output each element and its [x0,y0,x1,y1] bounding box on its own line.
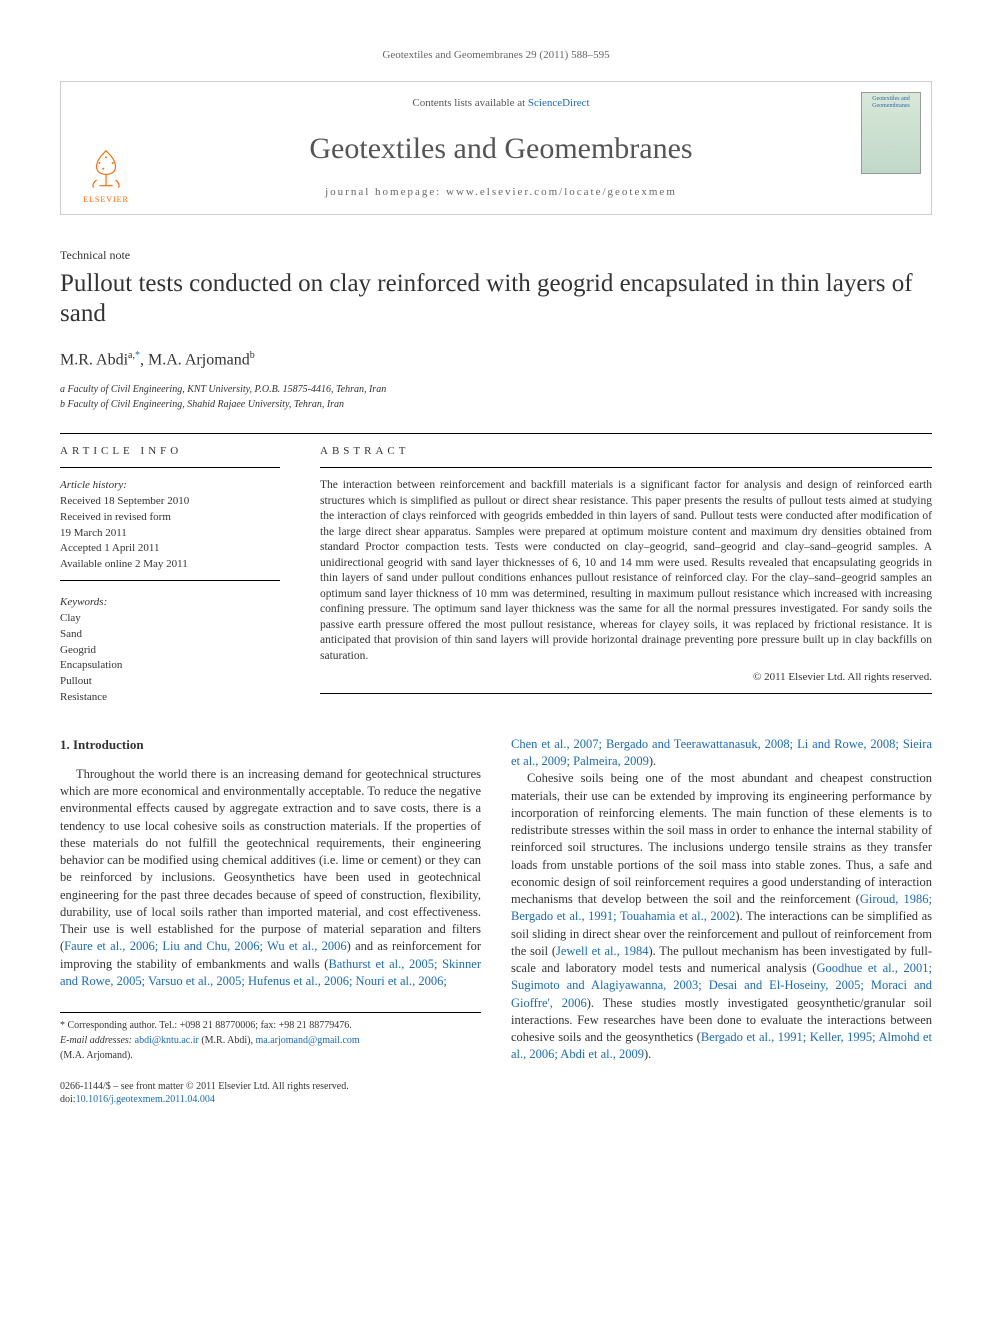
contents-prefix: Contents lists available at [412,97,527,109]
front-matter-line: 0266-1144/$ – see front matter © 2011 El… [60,1080,932,1094]
body-columns: 1. Introduction Throughout the world the… [60,736,932,1064]
abstract-rule [320,693,932,694]
corresponding-footnote: * Corresponding author. Tel.: +098 21 88… [60,1019,481,1033]
keyword: Geogrid [60,643,280,658]
email-link-2[interactable]: ma.arjomand@gmail.com [256,1035,360,1046]
history-rule [60,580,280,581]
publisher-name: ELSEVIER [83,195,129,206]
affiliation-b: b Faculty of Civil Engineering, Shahid R… [60,398,932,412]
homepage-url[interactable]: www.elsevier.com/locate/geotexmem [446,186,677,198]
author-2: , M.A. Arjomand [140,352,250,369]
journal-name: Geotextiles and Geomembranes [161,129,841,170]
keyword: Pullout [60,674,280,689]
keywords-label: Keywords: [60,595,280,610]
keyword: Clay [60,611,280,626]
article-info-heading: ARTICLE INFO [60,434,280,468]
footnotes: * Corresponding author. Tel.: +098 21 88… [60,1012,481,1062]
body-column-left: 1. Introduction Throughout the world the… [60,736,481,1064]
article-info-column: ARTICLE INFO Article history: Received 1… [60,433,280,706]
author-2-affil: b [250,350,255,361]
elsevier-logo: ELSEVIER [76,146,136,206]
doi-prefix: doi: [60,1094,76,1105]
abstract-heading: ABSTRACT [320,434,932,468]
author-1: M.R. Abdi [60,352,128,369]
citation-link[interactable]: Chen et al., 2007; Bergado and Teerawatt… [511,737,932,768]
history-revised-date: 19 March 2011 [60,526,280,541]
intro-paragraph-1-cont: Chen et al., 2007; Bergado and Teerawatt… [511,736,932,771]
history-revised: Received in revised form [60,510,280,525]
history-online: Available online 2 May 2011 [60,557,280,572]
email-who-2: (M.A. Arjomand). [60,1049,481,1063]
intro-text: Throughout the world there is an increas… [60,767,481,954]
abstract-text: The interaction between reinforcement an… [320,478,932,664]
intro-heading: 1. Introduction [60,736,481,754]
article-type: Technical note [60,247,932,263]
journal-homepage: journal homepage: www.elsevier.com/locat… [161,185,841,200]
email-label: E-mail addresses: [60,1035,135,1046]
doi-link[interactable]: 10.1016/j.geotexmem.2011.04.004 [76,1094,215,1105]
intro-text: Cohesive soils being one of the most abu… [511,771,932,906]
citation-link[interactable]: Faure et al., 2006; Liu and Chu, 2006; W… [64,939,347,953]
publisher-logo-area: ELSEVIER [61,82,151,214]
sciencedirect-link[interactable]: ScienceDirect [528,97,590,109]
header-citation: Geotextiles and Geomembranes 29 (2011) 5… [60,48,932,63]
history-accepted: Accepted 1 April 2011 [60,541,280,556]
history-label: Article history: [60,478,280,493]
doi-line: doi:10.1016/j.geotexmem.2011.04.004 [60,1093,932,1107]
journal-banner: ELSEVIER Contents lists available at Sci… [60,81,932,215]
keyword: Sand [60,627,280,642]
contents-available-line: Contents lists available at ScienceDirec… [161,96,841,111]
affiliation-a: a Faculty of Civil Engineering, KNT Univ… [60,383,932,397]
elsevier-tree-icon [81,146,131,193]
affiliations: a Faculty of Civil Engineering, KNT Univ… [60,383,932,411]
article-title: Pullout tests conducted on clay reinforc… [60,269,932,329]
abstract-column: ABSTRACT The interaction between reinfor… [320,433,932,706]
email-who-1: (M.R. Abdi), [199,1035,256,1046]
keyword: Encapsulation [60,658,280,673]
author-1-affil: a, [128,350,135,361]
email-link-1[interactable]: abdi@kntu.ac.ir [135,1035,199,1046]
meta-row: ARTICLE INFO Article history: Received 1… [60,433,932,706]
body-column-right: Chen et al., 2007; Bergado and Teerawatt… [511,736,932,1064]
homepage-prefix: journal homepage: [325,186,446,198]
footer-meta: 0266-1144/$ – see front matter © 2011 El… [60,1080,932,1107]
keyword: Resistance [60,690,280,705]
journal-cover-thumb: Geotextiles and Geomembranes [861,92,921,174]
intro-paragraph-2: Cohesive soils being one of the most abu… [511,770,932,1063]
banner-cover-area: Geotextiles and Geomembranes [851,82,931,214]
banner-center: Contents lists available at ScienceDirec… [151,82,851,214]
authors-line: M.R. Abdia,*, M.A. Arjomandb [60,349,932,371]
history-received: Received 18 September 2010 [60,494,280,509]
intro-text: ). [644,1047,651,1061]
abstract-copyright: © 2011 Elsevier Ltd. All rights reserved… [320,670,932,685]
intro-text: ). [649,754,656,768]
citation-link[interactable]: Jewell et al., 1984 [556,944,648,958]
email-footnote: E-mail addresses: abdi@kntu.ac.ir (M.R. … [60,1034,481,1048]
intro-paragraph-1: Throughout the world there is an increas… [60,766,481,990]
